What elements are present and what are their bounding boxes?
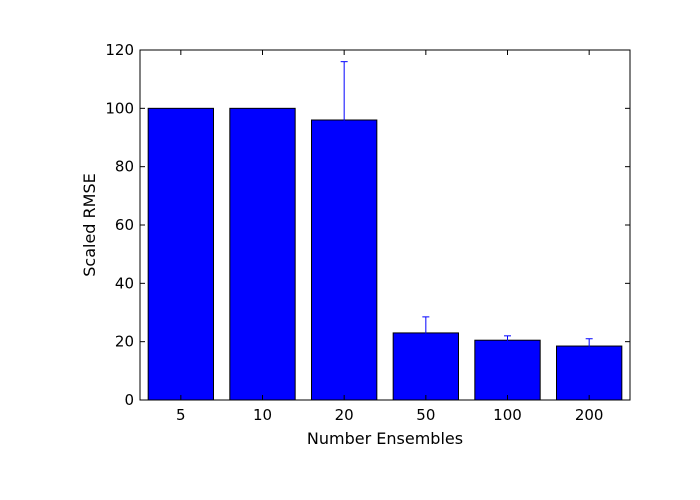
- x-axis-label: Number Ensembles: [307, 429, 463, 448]
- y-tick-label-0: 0: [124, 391, 134, 409]
- x-tick-label-20: 20: [335, 406, 354, 424]
- x-tick-label-10: 10: [253, 406, 272, 424]
- y-tick-label-20: 20: [115, 333, 134, 351]
- y-tick-label-120: 120: [105, 41, 134, 59]
- bar-100: [474, 339, 541, 401]
- x-tick-label-50: 50: [416, 406, 435, 424]
- x-tick-label-200: 200: [575, 406, 604, 424]
- y-axis-label: Scaled RMSE: [80, 173, 99, 276]
- bar-10: [229, 107, 296, 401]
- y-tick-label-80: 80: [115, 158, 134, 176]
- y-tick-label-100: 100: [105, 99, 134, 117]
- plot-area: 0 20 40 60 80 100 120 5 10 20 50 100 200: [105, 41, 631, 424]
- y-tick-label-40: 40: [115, 274, 134, 292]
- x-tick-label-100: 100: [493, 406, 522, 424]
- bar-5: [147, 107, 215, 401]
- x-tick-label-5: 5: [176, 406, 186, 424]
- bar-200: [556, 345, 623, 401]
- y-tick-label-60: 60: [115, 216, 134, 234]
